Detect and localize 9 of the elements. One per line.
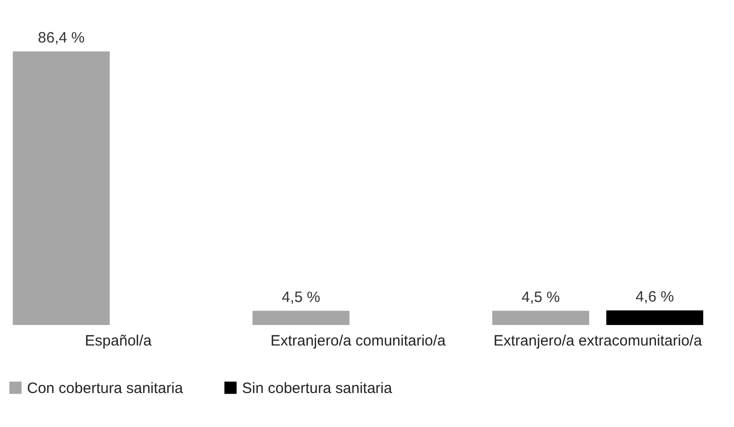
data-label: 4,5 % xyxy=(282,288,320,306)
data-label: 4,5 % xyxy=(522,288,560,306)
legend-label: Con cobertura sanitaria xyxy=(27,380,184,397)
x-tick-label: Extranjero/a comunitario/a xyxy=(270,332,446,350)
x-tick-label: Español/a xyxy=(84,332,152,350)
data-label: 4,6 % xyxy=(636,288,674,306)
legend-label: Sin cobertura sanitaria xyxy=(242,380,393,397)
data-label: 86,4 % xyxy=(38,29,85,46)
x-tick-label: Extranjero/a extracomunitario/a xyxy=(494,332,703,350)
